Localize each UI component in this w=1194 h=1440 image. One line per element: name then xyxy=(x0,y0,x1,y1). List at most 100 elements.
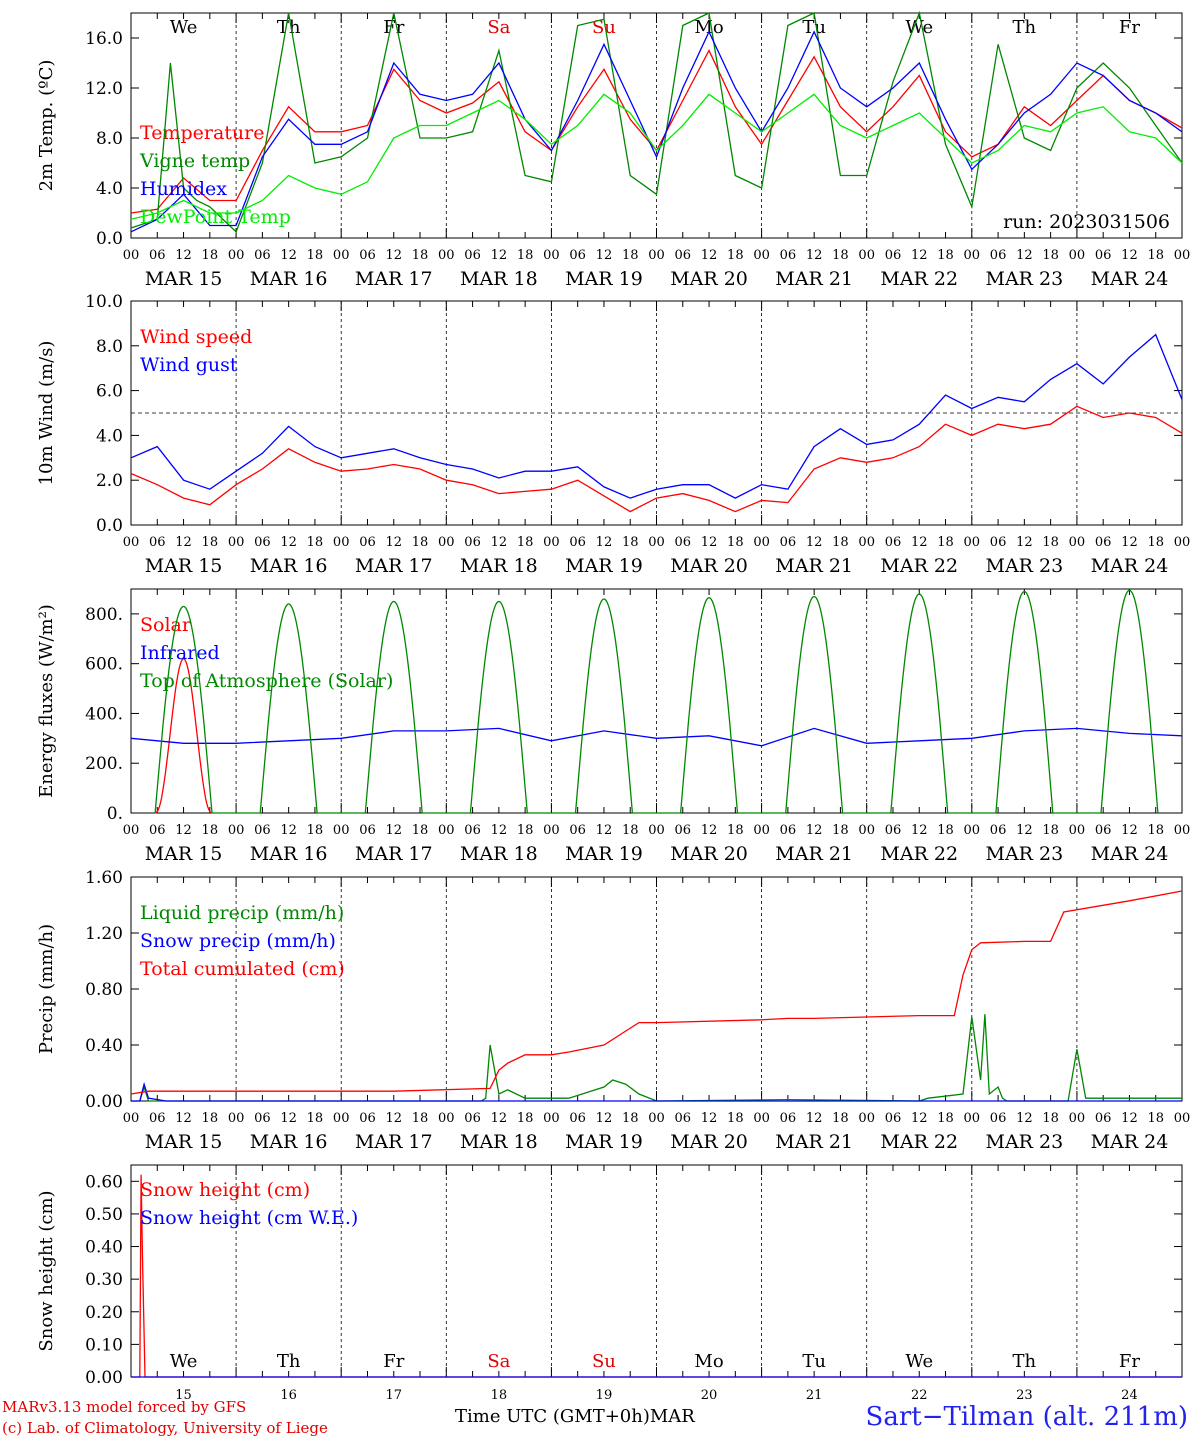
hour-tick-label: 06 xyxy=(780,535,797,550)
hour-tick-label: 18 xyxy=(307,1111,324,1126)
day-number-label: 22 xyxy=(911,1388,928,1403)
day-label: MAR 17 xyxy=(355,1131,433,1153)
legend-entry: Snow precip (mm/h) xyxy=(140,930,336,952)
hour-tick-label: 18 xyxy=(937,535,954,550)
weekday-label: Sa xyxy=(487,17,510,38)
hour-tick-label: 06 xyxy=(569,248,586,263)
hour-tick-label: 12 xyxy=(280,535,297,550)
day-label: MAR 24 xyxy=(1091,268,1169,290)
hour-tick-label: 00 xyxy=(753,535,770,550)
y-tick-label: 8.0 xyxy=(96,129,123,149)
hour-tick-label: 18 xyxy=(622,823,639,838)
hour-tick-label: 00 xyxy=(438,248,455,263)
hour-tick-label: 12 xyxy=(1016,823,1033,838)
day-label: MAR 21 xyxy=(775,555,853,577)
weekday-label: Fr xyxy=(383,1351,404,1372)
y-tick-label: 0.00 xyxy=(85,1368,123,1388)
hour-tick-label: 00 xyxy=(753,823,770,838)
hour-tick-label: 18 xyxy=(727,535,744,550)
hour-tick-label: 12 xyxy=(806,535,823,550)
hour-tick-label: 00 xyxy=(123,823,140,838)
hour-tick-label: 18 xyxy=(832,535,849,550)
hour-tick-label: 00 xyxy=(438,1111,455,1126)
hour-tick-label: 00 xyxy=(648,535,665,550)
day-label: MAR 21 xyxy=(775,1131,853,1153)
day-label: MAR 16 xyxy=(250,555,328,577)
hour-tick-label: 06 xyxy=(1095,248,1112,263)
weekday-label: Sa xyxy=(487,1351,510,1372)
hour-tick-label: 06 xyxy=(254,535,271,550)
series-line-solar xyxy=(154,657,212,814)
hour-tick-label: 06 xyxy=(780,823,797,838)
y-tick-label: 4.0 xyxy=(96,179,123,199)
day-label: MAR 17 xyxy=(355,268,433,290)
hour-tick-label: 06 xyxy=(149,1111,166,1126)
hour-tick-label: 00 xyxy=(543,823,560,838)
hour-tick-label: 12 xyxy=(385,823,402,838)
weekday-label: Tu xyxy=(802,17,826,38)
hour-tick-label: 12 xyxy=(1121,823,1138,838)
weekday-label: We xyxy=(905,1351,933,1372)
day-label: MAR 17 xyxy=(355,843,433,865)
weekday-label: Fr xyxy=(1119,17,1140,38)
hour-tick-label: 18 xyxy=(202,248,219,263)
hour-tick-label: 18 xyxy=(727,823,744,838)
day-label: MAR 24 xyxy=(1091,555,1169,577)
hour-tick-label: 18 xyxy=(412,535,429,550)
hour-tick-label: 06 xyxy=(149,535,166,550)
day-number-label: 19 xyxy=(596,1388,613,1403)
day-number-label: 18 xyxy=(491,1388,508,1403)
y-tick-label: 16.0 xyxy=(85,29,123,49)
day-label: MAR 18 xyxy=(460,268,538,290)
day-label: MAR 15 xyxy=(145,1131,223,1153)
hour-tick-label: 00 xyxy=(1174,1111,1191,1126)
day-label: MAR 19 xyxy=(565,843,643,865)
hour-tick-label: 00 xyxy=(333,1111,350,1126)
legend-entry: DewPoint Temp xyxy=(140,206,291,228)
x-axis-label: Time UTC (GMT+0h) xyxy=(455,1406,650,1427)
legend-entry: Humidex xyxy=(140,178,227,200)
series-line-humidex xyxy=(130,30,1183,233)
hour-tick-label: 00 xyxy=(228,535,245,550)
hour-tick-label: 18 xyxy=(1042,823,1059,838)
y-tick-label: 1.60 xyxy=(85,868,123,888)
hour-tick-label: 00 xyxy=(123,535,140,550)
hour-tick-label: 12 xyxy=(175,535,192,550)
hour-tick-label: 18 xyxy=(412,1111,429,1126)
hour-tick-label: 18 xyxy=(1147,535,1164,550)
day-label: MAR 22 xyxy=(880,268,958,290)
series-line-total-cumulated-cm- xyxy=(130,890,1183,1095)
hour-tick-label: 18 xyxy=(307,248,324,263)
hour-tick-label: 00 xyxy=(1174,823,1191,838)
hour-tick-label: 06 xyxy=(149,823,166,838)
hour-tick-label: 00 xyxy=(964,823,981,838)
series-line-wind-gust xyxy=(130,333,1183,499)
legend-entry: Temperature xyxy=(140,122,264,144)
day-number-label: 16 xyxy=(280,1388,297,1403)
day-number-label: 24 xyxy=(1121,1388,1138,1403)
hour-tick-label: 18 xyxy=(1147,1111,1164,1126)
y-tick-label: 600. xyxy=(85,655,123,675)
hour-tick-label: 18 xyxy=(307,823,324,838)
y-tick-label: 10.0 xyxy=(85,292,123,312)
day-label: MAR 22 xyxy=(880,843,958,865)
hour-tick-label: 00 xyxy=(753,1111,770,1126)
y-tick-label: 0.20 xyxy=(85,1303,123,1323)
hour-tick-label: 06 xyxy=(254,823,271,838)
hour-tick-label: 12 xyxy=(1016,1111,1033,1126)
hour-tick-label: 06 xyxy=(1095,535,1112,550)
hour-tick-label: 00 xyxy=(648,1111,665,1126)
hour-tick-label: 00 xyxy=(543,248,560,263)
hour-tick-label: 12 xyxy=(806,1111,823,1126)
hour-tick-label: 00 xyxy=(123,248,140,263)
hour-tick-label: 18 xyxy=(727,1111,744,1126)
day-label: MAR 16 xyxy=(250,268,328,290)
hour-tick-label: 18 xyxy=(1042,248,1059,263)
hour-tick-label: 12 xyxy=(596,248,613,263)
day-label: MAR 16 xyxy=(250,843,328,865)
hour-tick-label: 06 xyxy=(569,1111,586,1126)
hour-tick-label: 06 xyxy=(254,1111,271,1126)
hour-tick-label: 12 xyxy=(280,823,297,838)
hour-tick-label: 18 xyxy=(517,823,534,838)
hour-tick-label: 18 xyxy=(1042,535,1059,550)
